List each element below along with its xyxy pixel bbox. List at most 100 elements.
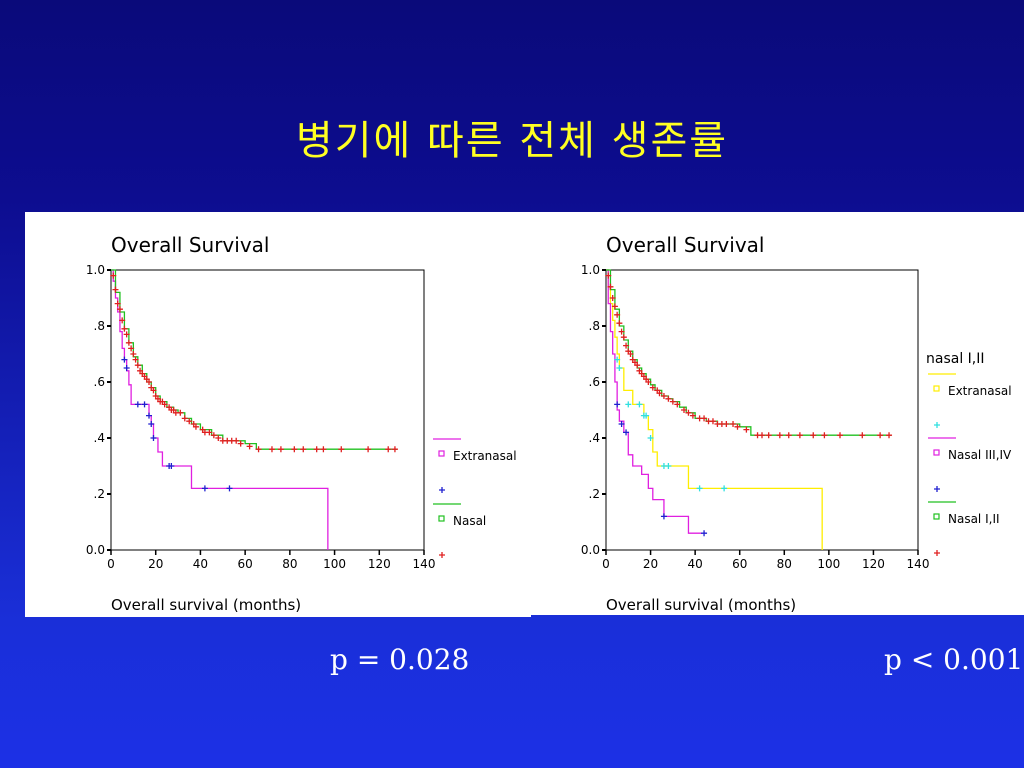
- legend-marker: [438, 515, 445, 522]
- x-tick-label: 40: [688, 557, 703, 571]
- censor-mark: [623, 342, 630, 349]
- slide-title: 병기에 따른 전체 생존률: [295, 118, 729, 164]
- y-tick-label: .8: [94, 319, 105, 333]
- censor-mark: [385, 446, 392, 453]
- censor-mark: [125, 339, 132, 346]
- series-line: [111, 269, 329, 550]
- censor-mark: [785, 432, 792, 439]
- x-tick-label: 100: [817, 557, 840, 571]
- censor-mark: [146, 412, 153, 419]
- censor-mark: [765, 432, 772, 439]
- censor-mark: [338, 446, 345, 453]
- p-value-left: p = 0.028: [330, 643, 470, 676]
- censor-mark: [660, 393, 667, 399]
- censor-mark: [215, 435, 222, 441]
- censor-mark: [614, 311, 621, 318]
- legend-label: Nasal III,IV: [948, 448, 1012, 462]
- series-line: [606, 269, 702, 534]
- chart-title: Overall Survival: [111, 233, 269, 257]
- legend-censor-marker: [439, 552, 445, 558]
- censor-mark: [150, 387, 157, 394]
- series-line: [606, 269, 892, 436]
- censor-mark: [112, 286, 119, 293]
- censor-mark: [649, 384, 656, 391]
- x-tick-label: 140: [907, 557, 930, 571]
- censor-mark: [674, 401, 681, 408]
- censor-mark: [685, 409, 692, 416]
- censor-mark: [365, 446, 372, 453]
- censor-mark: [268, 446, 275, 453]
- censor-mark: [647, 435, 654, 441]
- y-tick-label: .8: [589, 319, 600, 333]
- legend: Extranasal Nasal: [433, 438, 517, 558]
- legend-marker: [438, 450, 445, 457]
- censor-mark: [246, 443, 253, 450]
- censor-mark: [134, 401, 141, 408]
- censor-mark: [226, 485, 233, 492]
- censor-mark: [616, 320, 623, 327]
- plot-frame: [605, 269, 919, 551]
- x-tick-label: 60: [238, 557, 253, 571]
- censor-mark: [796, 432, 803, 439]
- censor-mark: [721, 485, 728, 492]
- y-tick-label: .4: [94, 431, 105, 445]
- censor-mark: [859, 432, 866, 439]
- legend-label: Extranasal: [453, 449, 517, 463]
- x-tick-label: 120: [862, 557, 885, 571]
- legend-marker: [933, 449, 940, 456]
- censor-mark: [696, 485, 703, 492]
- censor-mark: [665, 395, 672, 402]
- legend-marker: [933, 385, 940, 392]
- censor-mark: [313, 446, 320, 453]
- legend: Extranasal Nasal III,IV Nasal I,II: [928, 373, 1012, 556]
- censor-mark: [616, 365, 623, 371]
- survival-plot-right: Overall Survival Overall survival (month…: [531, 212, 1024, 615]
- censor-mark: [291, 446, 298, 453]
- x-tick-label: 80: [777, 557, 792, 571]
- censor-mark: [168, 463, 175, 469]
- censor-mark: [177, 409, 184, 416]
- y-tick-label: 1.0: [581, 263, 600, 277]
- censor-mark: [810, 432, 817, 439]
- censor-mark: [150, 435, 157, 441]
- censor-mark: [233, 437, 240, 444]
- censor-mark: [121, 325, 128, 332]
- x-tick-label: 0: [602, 557, 610, 571]
- legend-censor-marker: [934, 422, 940, 428]
- y-tick-label: .4: [589, 431, 600, 445]
- censor-mark: [141, 401, 148, 408]
- censor-mark: [161, 401, 168, 408]
- x-tick-label: 140: [413, 557, 436, 571]
- censor-mark: [255, 446, 262, 453]
- censor-mark: [743, 426, 750, 433]
- censor-mark: [116, 306, 123, 313]
- censor-mark: [192, 423, 199, 430]
- x-axis-label: Overall survival (months): [606, 596, 796, 614]
- censor-mark: [237, 440, 244, 447]
- censor-mark: [614, 356, 621, 363]
- censor-mark: [206, 429, 213, 436]
- censor-mark: [605, 272, 612, 279]
- survival-chart-left: Overall Survival Overall survival (month…: [86, 233, 517, 614]
- legend-marker: [933, 513, 940, 520]
- censor-mark: [201, 485, 208, 492]
- censor-mark: [614, 401, 621, 408]
- x-tick-label: 0: [107, 557, 115, 571]
- p-value-right: p < 0.001: [884, 643, 1024, 676]
- chart-title: Overall Survival: [606, 233, 764, 257]
- censor-mark: [277, 446, 284, 453]
- censor-mark: [723, 421, 730, 427]
- censor-mark: [837, 432, 843, 439]
- x-tick-label: 20: [643, 557, 658, 571]
- survival-plot-left: Overall Survival Overall survival (month…: [25, 212, 531, 617]
- x-tick-label: 40: [193, 557, 208, 571]
- legend-label: Extranasal: [948, 384, 1012, 398]
- y-tick-label: 0.0: [581, 543, 600, 557]
- censor-mark: [627, 351, 634, 357]
- censor-mark: [821, 432, 828, 439]
- censor-mark: [618, 421, 625, 427]
- censor-mark: [665, 463, 672, 469]
- x-axis-label: Overall survival (months): [111, 596, 301, 614]
- censor-mark: [128, 345, 135, 352]
- x-tick-label: 80: [282, 557, 297, 571]
